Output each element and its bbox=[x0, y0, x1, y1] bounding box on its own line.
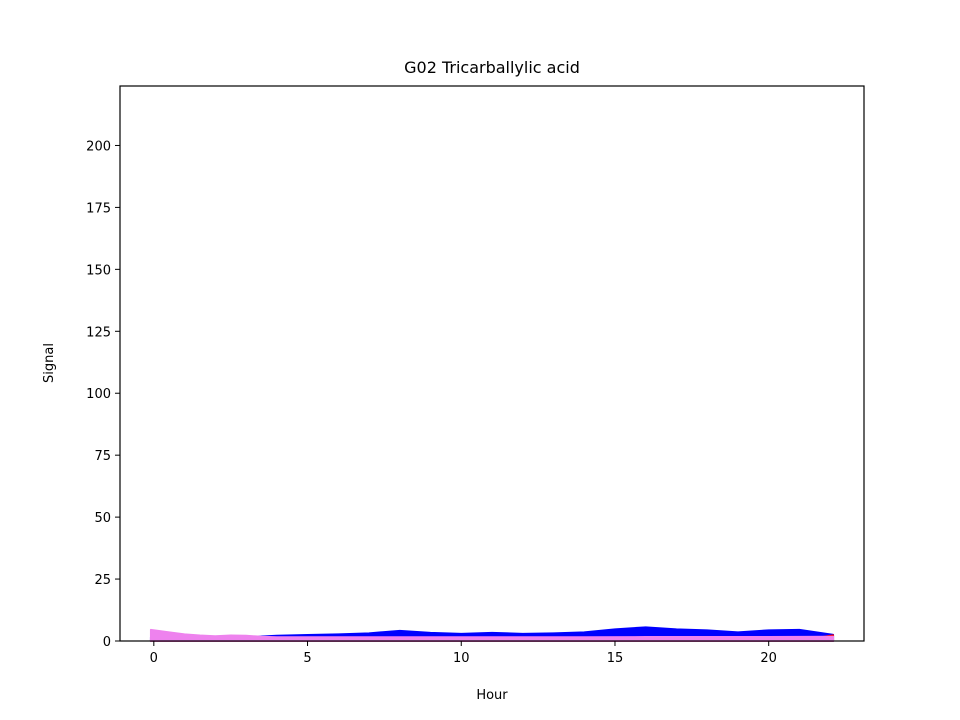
x-tick-label: 5 bbox=[303, 651, 311, 666]
x-axis: 0 5 10 15 20 bbox=[150, 641, 777, 666]
x-axis-label: Hour bbox=[476, 688, 508, 703]
series-3-area bbox=[149, 628, 835, 642]
y-axis: 0 25 50 75 100 125 150 175 200 bbox=[86, 139, 120, 650]
x-tick-label: 10 bbox=[453, 651, 470, 666]
y-tick-label: 0 bbox=[103, 635, 111, 650]
y-axis-label: Signal bbox=[42, 343, 57, 383]
plot-area bbox=[149, 626, 835, 642]
y-tick-label: 25 bbox=[94, 573, 111, 588]
x-tick-label: 15 bbox=[607, 651, 624, 666]
y-tick-label: 200 bbox=[86, 139, 111, 154]
x-tick-label: 20 bbox=[760, 651, 777, 666]
x-tick-label: 0 bbox=[150, 651, 158, 666]
y-tick-label: 150 bbox=[86, 263, 111, 278]
y-tick-label: 100 bbox=[86, 387, 111, 402]
chart-title: G02 Tricarballylic acid bbox=[404, 58, 580, 77]
y-tick-label: 125 bbox=[86, 325, 111, 340]
plot-frame bbox=[119, 85, 865, 642]
y-tick-label: 175 bbox=[86, 201, 111, 216]
y-tick-label: 75 bbox=[94, 449, 111, 464]
y-tick-label: 50 bbox=[94, 511, 111, 526]
